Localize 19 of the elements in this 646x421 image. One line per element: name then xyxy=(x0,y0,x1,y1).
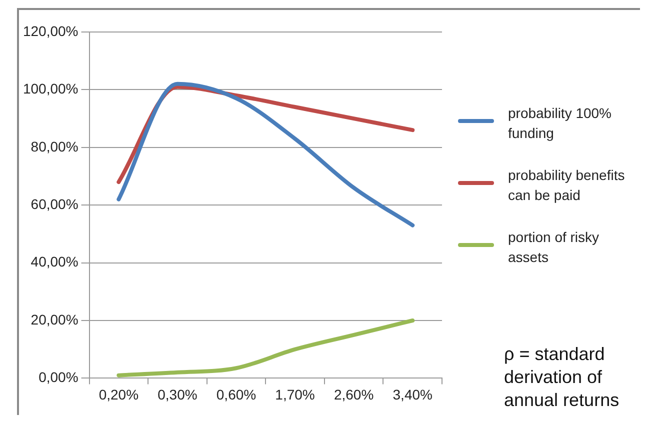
y-tick-label: 40,00% xyxy=(30,254,78,270)
y-tick-label: 120,00% xyxy=(22,22,78,39)
line-series xyxy=(116,318,415,378)
text: ρ = standard derivation of annual returns xyxy=(504,343,620,412)
y-tick-label: 60,00% xyxy=(30,196,78,212)
y-tick-label: 20,00% xyxy=(30,311,78,328)
x-tick-label: 0,60% xyxy=(216,386,256,402)
y-tick-label: 100,00% xyxy=(22,80,78,97)
x-tick-label: 1,70% xyxy=(275,386,315,402)
legend-label: probability benefits can be paid xyxy=(508,166,626,205)
x-tick-label: 0,20% xyxy=(98,386,139,402)
x-tick-label: 2,60% xyxy=(334,386,374,402)
x-tick-label: 0,30% xyxy=(158,386,198,402)
legend-label: probability 100% funding xyxy=(508,104,613,143)
legend-label: portion of risky assets xyxy=(508,228,600,267)
x-tick-label: 3,40% xyxy=(392,386,432,402)
y-tick-label: 0,00% xyxy=(38,369,78,386)
line-series xyxy=(116,82,415,228)
y-tick-label: 80,00% xyxy=(30,138,78,154)
